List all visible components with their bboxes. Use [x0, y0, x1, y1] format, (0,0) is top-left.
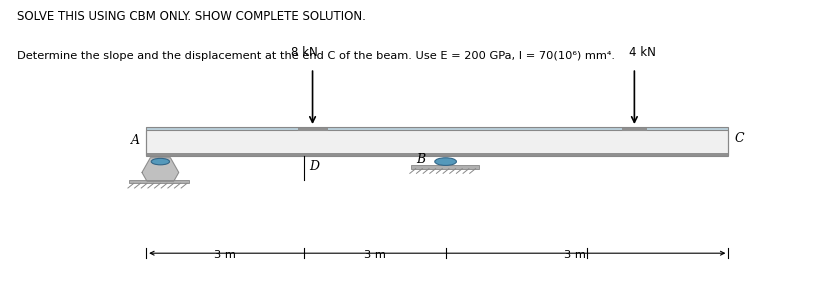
Text: C: C: [735, 132, 745, 145]
Bar: [622, 128, 647, 131]
Text: D: D: [309, 160, 319, 173]
Text: B: B: [416, 153, 425, 166]
Text: 4 kN: 4 kN: [629, 46, 656, 59]
Bar: [297, 128, 327, 131]
Text: 3 m: 3 m: [364, 250, 386, 260]
Bar: [147, 130, 728, 155]
Circle shape: [435, 158, 456, 165]
Text: SOLVE THIS USING CBM ONLY. SHOW COMPLETE SOLUTION.: SOLVE THIS USING CBM ONLY. SHOW COMPLETE…: [17, 9, 367, 22]
Bar: [147, 127, 728, 130]
Bar: [147, 127, 728, 156]
Text: A: A: [131, 134, 140, 147]
Bar: [129, 180, 188, 183]
Circle shape: [152, 158, 169, 165]
Text: 3 m: 3 m: [214, 250, 237, 260]
Polygon shape: [142, 158, 178, 181]
Text: 3 m: 3 m: [564, 250, 586, 260]
Text: 8 kN: 8 kN: [291, 46, 317, 59]
Bar: [411, 165, 479, 169]
Bar: [147, 153, 728, 156]
Text: Determine the slope and the displacement at the end C of the beam. Use E = 200 G: Determine the slope and the displacement…: [17, 51, 616, 60]
